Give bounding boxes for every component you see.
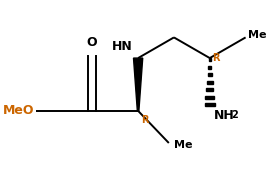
Polygon shape bbox=[208, 66, 211, 69]
Polygon shape bbox=[207, 81, 213, 84]
Polygon shape bbox=[206, 88, 213, 91]
Text: 2: 2 bbox=[232, 110, 238, 120]
Polygon shape bbox=[134, 58, 143, 111]
Polygon shape bbox=[206, 96, 214, 99]
Text: NH: NH bbox=[214, 109, 234, 122]
Text: MeO: MeO bbox=[3, 104, 34, 117]
Text: HN: HN bbox=[112, 41, 133, 53]
Text: R: R bbox=[212, 53, 220, 63]
Text: Me: Me bbox=[174, 140, 193, 150]
Text: R: R bbox=[141, 115, 148, 125]
Text: O: O bbox=[87, 36, 97, 49]
Polygon shape bbox=[205, 103, 215, 106]
Polygon shape bbox=[207, 73, 212, 76]
Polygon shape bbox=[209, 58, 211, 61]
Text: Me: Me bbox=[248, 30, 267, 40]
